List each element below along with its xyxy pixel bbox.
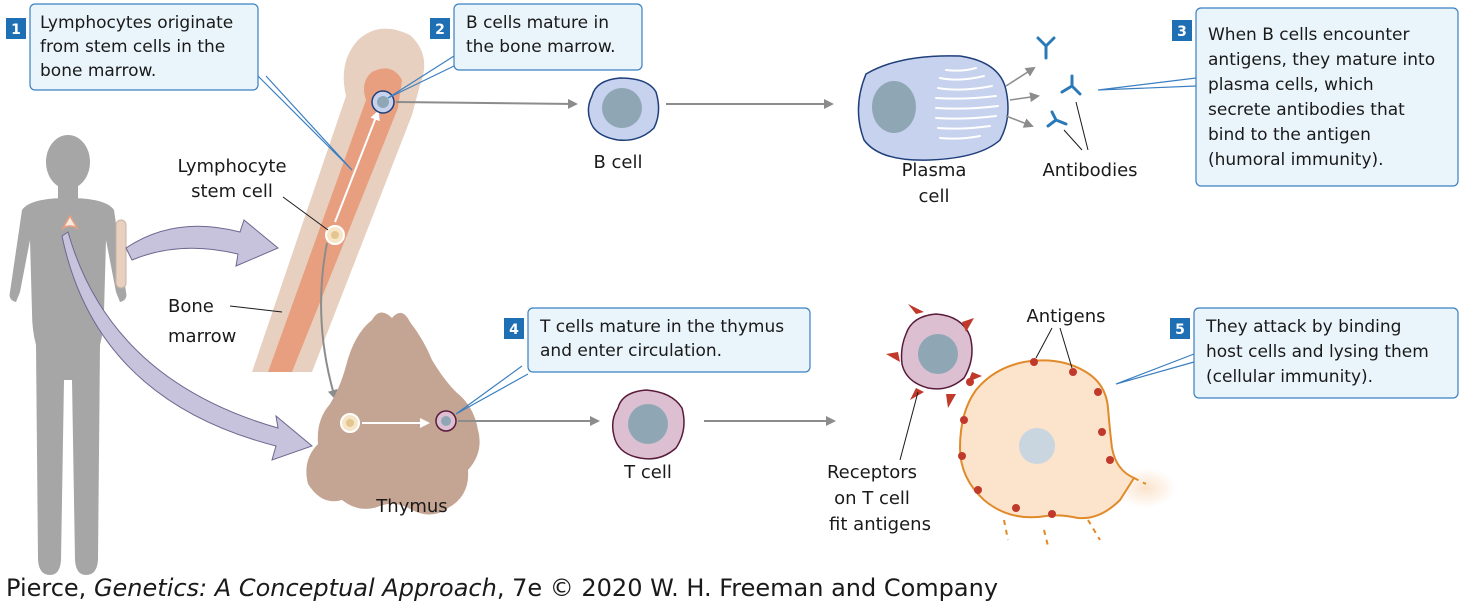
callout-5-line-1: They attack by binding xyxy=(1205,317,1401,337)
plasma-cell xyxy=(857,55,1009,161)
attacking-t-cell xyxy=(886,304,982,408)
t-cell-label: T cell xyxy=(623,462,672,483)
callout-1-number: 1 xyxy=(11,22,21,38)
callout-2: 2 B cells mature in the bone marrow. xyxy=(430,3,643,71)
antigens-pointer-1 xyxy=(1035,327,1053,359)
callout-5-line-3: (cellular immunity). xyxy=(1206,367,1373,387)
callout-4-line-2: and enter circulation. xyxy=(540,341,722,361)
receptors-pointer xyxy=(899,391,919,461)
bone xyxy=(252,28,425,372)
callout-2-pointer xyxy=(387,55,455,99)
callout-3-number: 3 xyxy=(1177,24,1187,40)
credit-prefix: Pierce, xyxy=(6,574,94,602)
figure-credit: Pierce, Genetics: A Conceptual Approach,… xyxy=(6,574,998,602)
thymus-label: Thymus xyxy=(375,496,447,517)
arrow-plasma-antibody-3 xyxy=(1005,115,1034,128)
antibody-icon xyxy=(1036,36,1082,128)
arrow-marrow-to-b-cell xyxy=(395,98,578,109)
callout-2-line-2: the bone marrow. xyxy=(466,37,616,57)
callout-3-line-4: secrete antibodies that xyxy=(1208,100,1405,120)
antigen-dots xyxy=(958,358,1114,518)
b-cell-label: B cell xyxy=(593,152,642,173)
callout-3-line-6: (humoral immunity). xyxy=(1208,150,1384,170)
credit-suffix: , 7e © 2020 W. H. Freeman and Company xyxy=(496,574,999,602)
receptors-label-line-2: on T cell xyxy=(834,488,910,509)
arrow-to-thymus xyxy=(61,231,313,461)
callout-4: 4 T cells mature in the thymus and enter… xyxy=(504,307,811,373)
stem-cell-label-line-2: stem cell xyxy=(191,181,273,202)
callout-2-number: 2 xyxy=(435,22,445,38)
thymus-organ xyxy=(306,312,480,515)
marrow-b-cell xyxy=(371,90,395,114)
credit-book-title: Genetics: A Conceptual Approach xyxy=(93,574,497,602)
target-cell xyxy=(958,359,1176,547)
callout-1: 1 Lymphocytes originate from stem cells … xyxy=(6,3,259,91)
stem-cell xyxy=(325,225,345,245)
callout-5-number: 5 xyxy=(1175,322,1185,338)
callout-3-line-2: antigens, they mature into xyxy=(1208,50,1435,70)
receptors-label-line-1: Receptors xyxy=(827,462,917,483)
callout-3-line-5: bind to the antigen xyxy=(1208,125,1371,145)
callout-3: 3 When B cells encounter antigens, they … xyxy=(1172,7,1459,187)
callout-4-pointer xyxy=(455,365,529,415)
thymus-stem-cell xyxy=(340,413,360,433)
stem-cell-label-line-1: Lymphocyte xyxy=(177,156,286,177)
callout-1-line-3: bone marrow. xyxy=(40,61,156,81)
bone-marrow-label-line-2: marrow xyxy=(168,326,236,347)
arrow-stem-to-thymus xyxy=(320,242,338,400)
callout-5-pointer xyxy=(1115,353,1195,385)
callout-1-line-2: from stem cells in the xyxy=(40,37,225,57)
t-cell xyxy=(611,389,685,460)
callout-1-pointer xyxy=(257,75,353,171)
bone-marrow-label-line-1: Bone xyxy=(168,296,214,317)
b-cell xyxy=(587,77,660,141)
callout-5-line-2: host cells and lysing them xyxy=(1206,342,1429,362)
receptors-label-line-3: fit antigens xyxy=(829,514,931,535)
callout-5: 5 They attack by binding host cells and … xyxy=(1170,307,1459,399)
antigens-pointer-2 xyxy=(1059,327,1073,369)
arrow-plasma-antibody-2 xyxy=(1009,92,1040,103)
antibodies-label: Antibodies xyxy=(1042,160,1137,181)
callout-1-line-1: Lymphocytes originate xyxy=(40,13,233,33)
antigens-label: Antigens xyxy=(1026,306,1105,327)
callout-3-line-3: plasma cells, which xyxy=(1208,75,1374,95)
thymus-t-cell xyxy=(435,410,457,432)
callout-4-line-1: T cells mature in the thymus xyxy=(539,317,784,337)
antibodies-pointer-1 xyxy=(1075,101,1089,151)
callout-4-number: 4 xyxy=(509,322,519,338)
callout-2-line-1: B cells mature in xyxy=(466,13,609,33)
callout-3-pointer xyxy=(1097,77,1197,91)
antibodies-pointer-2 xyxy=(1063,129,1083,151)
plasma-cell-label-line-1: Plasma xyxy=(902,160,967,181)
human-silhouette xyxy=(9,135,127,575)
arrow-to-bone-marrow xyxy=(125,219,279,267)
arrow-plasma-antibody-1 xyxy=(1005,66,1036,87)
stem-cell-pointer xyxy=(282,196,329,231)
plasma-cell-label-line-2: cell xyxy=(919,186,950,207)
callout-3-line-1: When B cells encounter xyxy=(1208,25,1409,45)
bone-marrow-pointer xyxy=(229,305,283,313)
